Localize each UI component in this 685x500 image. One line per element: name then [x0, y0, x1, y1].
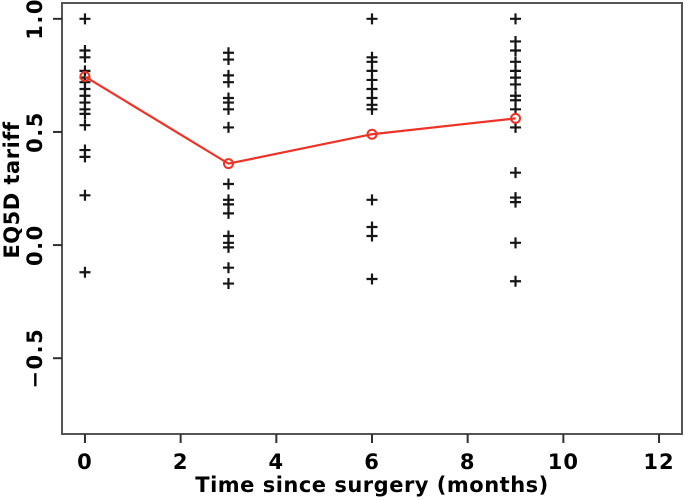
x-axis-title: Time since surgery (months) [195, 473, 549, 497]
y-tick-label: 1.0 [23, 0, 47, 40]
x-tick-label: 12 [643, 450, 674, 474]
data-point-plus [79, 266, 91, 278]
data-point-plus [222, 178, 234, 190]
data-point-plus [79, 119, 91, 131]
mean-point-circle [366, 128, 378, 140]
data-point-plus [79, 13, 91, 25]
y-tick-label: 0.5 [23, 111, 47, 153]
data-point-plus [222, 103, 234, 115]
x-tick-label: 4 [269, 450, 285, 474]
x-tick-label: 8 [460, 450, 476, 474]
data-point-plus [222, 76, 234, 88]
data-point-plus [366, 194, 378, 206]
data-point-plus [366, 103, 378, 115]
data-point-plus [79, 189, 91, 201]
data-point-plus [366, 13, 378, 25]
data-point-plus [79, 51, 91, 63]
y-axis-title: EQ5D tariff [0, 121, 24, 259]
data-point-plus [222, 54, 234, 66]
x-tick-label: 6 [364, 450, 380, 474]
mean-point-circle [222, 158, 234, 170]
data-point-plus [222, 207, 234, 219]
data-point-plus [510, 45, 522, 57]
x-tick-label: 0 [77, 450, 93, 474]
data-point-plus [79, 151, 91, 163]
y-tick-label: −0.5 [23, 328, 47, 389]
data-point-plus [510, 196, 522, 208]
x-tick-label: 10 [548, 450, 579, 474]
y-tick-label: 0.0 [23, 224, 47, 266]
mean-line [84, 75, 516, 165]
data-point-plus [510, 237, 522, 249]
data-point-plus [510, 167, 522, 179]
mean-point-circle [79, 71, 91, 83]
data-point-plus [366, 230, 378, 242]
data-point-plus [222, 278, 234, 290]
data-point-plus [366, 273, 378, 285]
data-point-plus [79, 108, 91, 120]
data-point-plus [222, 262, 234, 274]
data-point-plus [222, 241, 234, 253]
mean-point-circle [510, 112, 522, 124]
data-point-plus [510, 13, 522, 25]
data-point-plus [510, 275, 522, 287]
data-point-plus [222, 121, 234, 133]
x-tick-label: 2 [173, 450, 189, 474]
data-point-plus [510, 78, 522, 90]
